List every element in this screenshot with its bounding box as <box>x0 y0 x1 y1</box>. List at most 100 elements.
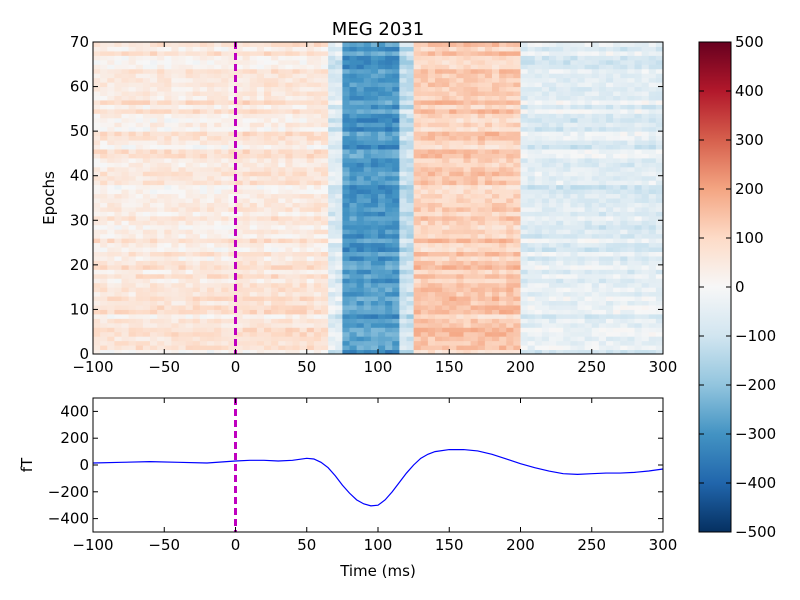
heatmap-cell <box>577 349 586 355</box>
heatmap-cell <box>449 247 457 252</box>
heatmap-cell <box>292 336 301 342</box>
heatmap-cell <box>150 189 158 195</box>
heatmap-cell <box>570 255 579 261</box>
heatmap-cell <box>477 322 486 328</box>
heatmap-cell <box>93 99 101 105</box>
heatmap-cell <box>527 189 536 195</box>
heatmap-cell <box>442 251 450 257</box>
heatmap-cell <box>93 224 101 230</box>
heatmap-cell <box>627 300 636 306</box>
heatmap-cell <box>256 233 265 239</box>
heatmap-cell <box>142 260 151 266</box>
heatmap-cell <box>142 175 151 181</box>
heatmap-cell <box>321 91 329 96</box>
heatmap-cell <box>121 171 130 177</box>
heatmap-cell <box>171 180 180 186</box>
heatmap-cell <box>93 238 101 244</box>
heatmap-cell <box>598 269 607 275</box>
heatmap-cell <box>221 157 229 163</box>
heatmap-cell <box>370 260 379 266</box>
heatmap-cell <box>121 211 130 217</box>
heatmap-cell <box>199 206 208 212</box>
heatmap-cell <box>449 175 457 181</box>
heatmap-cell <box>399 171 408 177</box>
heatmap-cell <box>249 349 258 355</box>
heatmap-cell <box>321 287 329 293</box>
heatmap-cell <box>392 198 400 203</box>
heatmap-cell <box>93 260 101 266</box>
heatmap-cell <box>199 162 208 168</box>
heatmap-cell <box>121 180 130 186</box>
heatmap-cell <box>492 345 500 351</box>
heatmap-cell <box>328 82 336 88</box>
heatmap-cell <box>506 95 514 101</box>
heatmap-cell <box>299 282 308 288</box>
heatmap-cell <box>506 91 514 96</box>
heatmap-cell <box>584 331 593 337</box>
heatmap-cell <box>278 255 286 261</box>
heatmap-cell <box>356 300 365 306</box>
heatmap-cell <box>584 148 593 154</box>
heatmap-cell <box>570 140 579 146</box>
heatmap-cell <box>142 247 151 252</box>
heatmap-cell <box>435 175 443 181</box>
heatmap-cell <box>570 247 579 252</box>
heatmap-cell <box>549 318 557 324</box>
heatmap-cell <box>591 126 600 132</box>
heatmap-cell <box>499 349 507 355</box>
heatmap-cell <box>506 229 514 235</box>
heatmap-cell <box>142 331 151 337</box>
heatmap-cell <box>164 278 172 284</box>
heatmap-cell <box>442 309 450 315</box>
heatmap-cell <box>549 157 557 163</box>
heatmap-cell <box>613 224 621 230</box>
heatmap-cell <box>563 309 571 315</box>
heatmap-cell <box>107 82 115 88</box>
heatmap-cell <box>349 135 358 141</box>
heatmap-cell <box>549 122 557 128</box>
heatmap-cell <box>150 117 158 123</box>
heatmap-cell <box>378 180 386 186</box>
heatmap-cell <box>114 122 123 128</box>
heatmap-cell <box>157 117 165 123</box>
heatmap-cell <box>655 157 664 163</box>
heatmap-cell <box>442 126 450 132</box>
heatmap-cell <box>313 349 322 355</box>
heatmap-cell <box>577 108 586 114</box>
heatmap-cell <box>463 287 472 293</box>
heatmap-cell <box>641 175 650 181</box>
heatmap-cell <box>470 108 479 114</box>
heatmap-cell <box>342 247 351 252</box>
heatmap-cell <box>107 135 115 141</box>
heatmap-cell <box>484 157 493 163</box>
heatmap-cell <box>142 131 151 137</box>
heatmap-cell <box>627 220 636 226</box>
heatmap-cell <box>256 229 265 235</box>
heatmap-cell <box>114 189 123 195</box>
heatmap-cell <box>549 171 557 177</box>
heatmap-cell <box>114 148 123 154</box>
heatmap-cell <box>541 300 550 306</box>
heatmap-cell <box>534 171 543 177</box>
heatmap-cell <box>306 166 315 172</box>
heatmap-cell <box>570 282 579 288</box>
heatmap-cell <box>157 229 165 235</box>
heatmap-cell <box>449 86 457 92</box>
heatmap-cell <box>563 331 571 337</box>
heatmap-cell <box>157 211 165 217</box>
heatmap-cell <box>513 233 522 239</box>
heatmap-cell <box>477 95 486 101</box>
heatmap-cell <box>221 166 229 172</box>
heatmap-cell <box>570 189 579 195</box>
heatmap-cell <box>449 255 457 261</box>
heatmap-cell <box>292 220 301 226</box>
heatmap-cell <box>456 229 465 235</box>
heatmap-cell <box>100 140 108 146</box>
heatmap-cell <box>356 313 365 319</box>
heatmap-cell <box>356 135 365 141</box>
heatmap-cell <box>427 278 436 284</box>
heatmap-cell <box>648 309 657 315</box>
heatmap-cell <box>392 215 400 221</box>
heatmap-cell <box>648 95 657 101</box>
heatmap-cell <box>570 108 579 114</box>
